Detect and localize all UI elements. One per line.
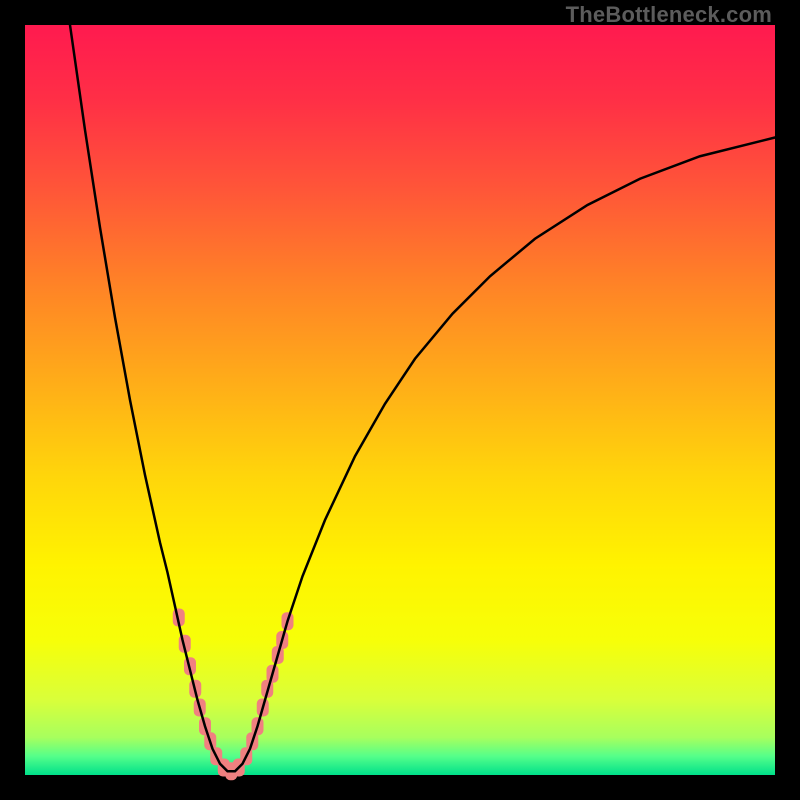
chart-frame: TheBottleneck.com xyxy=(0,0,800,800)
watermark-text: TheBottleneck.com xyxy=(566,2,772,28)
plot-area xyxy=(25,25,775,775)
bottleneck-curve xyxy=(70,25,775,771)
marker-group xyxy=(173,609,294,781)
curve-layer xyxy=(25,25,775,775)
